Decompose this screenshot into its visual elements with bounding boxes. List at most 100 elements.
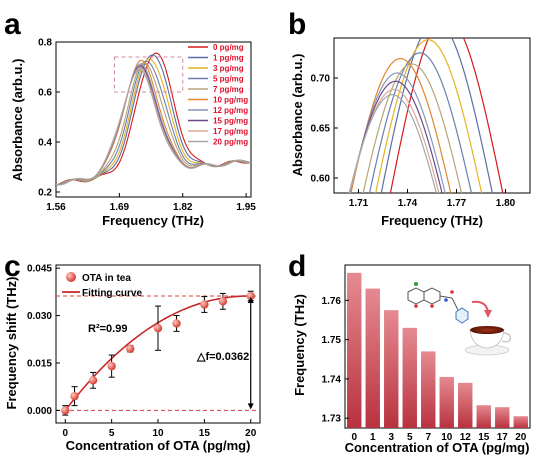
panel-a-legend-label: 12 pg/mg — [213, 106, 248, 115]
panel-b-series-9 — [348, 94, 437, 193]
panel-d-ytick-label: 1.74 — [322, 374, 342, 385]
panel-d-xtick-label: 0 — [351, 432, 357, 443]
panel-c-chart: 0 5 10 15 20 0.000 0.015 0.030 0.045 OTA in tea… — [4, 264, 261, 453]
panel-a-frame — [55, 41, 252, 198]
panel-b-ytick-label: 0.65 — [311, 124, 331, 135]
molecule-bond-2 — [451, 297, 459, 311]
panel-b-xtick-label: 1.80 — [496, 198, 516, 209]
molecule-bond — [439, 295, 453, 299]
panel-d-bar — [495, 407, 510, 428]
panel-d-chart: 0 1 3 5 7 10 12 15 17 20 1.73 1.74 1.75 1.76 Concent… — [292, 264, 531, 455]
panel-a-xtick-label: 1.82 — [173, 202, 193, 213]
panel-a-xtick-label: 1.69 — [110, 202, 130, 213]
panel-c-ytick-label: 0.000 — [27, 406, 52, 417]
panel-c-point — [218, 297, 228, 306]
panel-c-xtick-label: 5 — [109, 428, 115, 439]
panel-d-bar — [402, 327, 417, 428]
panel-a-zoom-box — [114, 56, 184, 93]
tea-surface — [470, 326, 504, 334]
panel-c-delta-arrow — [247, 296, 254, 410]
panel-d-ylabel: Frequency (THz) — [292, 294, 307, 396]
panel-d-xtick-label: 10 — [441, 432, 453, 443]
arrow-head-icon — [484, 310, 492, 318]
panel-a-ytick-label: 0.2 — [38, 188, 52, 199]
panel-a-legend-label: 17 pg/mg — [213, 127, 248, 136]
panel-d-bar — [421, 351, 436, 428]
molecule-o-atom-3 — [450, 290, 454, 294]
panel-c-point — [246, 291, 255, 301]
panel-c-ylabel: Frequency shift (THz) — [4, 277, 19, 410]
panel-a-legend-label: 1 pg/mg — [213, 54, 244, 63]
ota-molecule-illustration — [407, 282, 469, 324]
panel-c-point — [153, 324, 163, 333]
panel-d-frame — [344, 264, 531, 429]
panel-a-legend-label: 15 pg/mg — [213, 117, 248, 126]
panel-c-ytick-label: 0.030 — [27, 311, 52, 322]
panel-b-series-7 — [349, 80, 443, 193]
panel-d-xtick-label: 17 — [497, 432, 509, 443]
panel-c-r2: R²=0.99 — [88, 323, 127, 335]
panel-c-legend: OTA in tea Fitting curve — [62, 272, 142, 299]
tea-cup-illustration — [464, 326, 511, 356]
panel-b-series-0 — [389, 38, 504, 193]
panel-b-chart: 1.71 1.74 1.77 1.80 0.60 0.65 0.70 Frequency … — [290, 37, 531, 228]
panel-a-legend-label: 3 pg/mg — [213, 64, 244, 73]
molecule-n-atom — [444, 298, 448, 302]
panel-a-xtick-label: 1.95 — [236, 202, 256, 213]
panel-d-xtick-label: 1 — [370, 432, 376, 443]
molecule-cl-atom — [414, 282, 418, 286]
panel-c-xlabel: Concentration of OTA (pg/mg) — [66, 438, 251, 453]
panel-d-bar — [384, 310, 399, 428]
panel-c-legend-fit: Fitting curve — [82, 288, 142, 299]
panel-a-legend-label: 5 pg/mg — [213, 75, 244, 84]
panel-d-xtick-label: 12 — [460, 432, 472, 443]
panel-a-series-9 — [56, 68, 251, 186]
panel-a-ytick-label: 0.6 — [38, 88, 52, 99]
panel-a-legend-label: 7 pg/mg — [213, 85, 244, 94]
panel-b-letter: b — [288, 8, 306, 41]
panel-c-xtick-label: 0 — [62, 428, 68, 439]
cup-handle — [501, 332, 511, 343]
molecule-o-atom-1 — [414, 304, 418, 308]
panel-a-legend-label: 20 pg/mg — [213, 138, 248, 147]
panel-d-xlabel: Concentration of OTA (pg/mg) — [345, 440, 530, 455]
panel-b-xtick-label: 1.74 — [398, 198, 418, 209]
panel-c-ytick-label: 0.015 — [27, 358, 52, 369]
panel-a-chart: 0 pg/mg 1 pg/mg3 pg/mg 5 pg/mg7 pg/mg 10 pg… — [10, 38, 256, 229]
panel-d-bar — [458, 382, 473, 428]
panel-c-point — [88, 376, 98, 385]
panel-d-bar — [513, 416, 528, 428]
panel-c-xtick-label: 15 — [199, 428, 211, 439]
panel-a-legend-label: 10 pg/mg — [213, 96, 248, 105]
panel-c-ytick-label: 0.045 — [27, 264, 52, 275]
panel-c-letter: c — [4, 250, 21, 283]
panel-d-ytick-label: 1.73 — [322, 414, 342, 425]
molecule-ring-2 — [423, 287, 441, 305]
panel-d-xtick-label: 7 — [425, 432, 431, 443]
panel-d-bar — [439, 376, 454, 428]
panel-c-point — [61, 406, 70, 415]
panel-b-series-2 — [375, 39, 483, 193]
panel-d-bar — [347, 272, 362, 428]
panel-d-xtick-label: 15 — [478, 432, 490, 443]
panel-c-point — [107, 361, 116, 371]
panel-b-ytick-label: 0.70 — [311, 74, 331, 85]
panel-c-legend-points: OTA in tea — [82, 273, 131, 284]
panel-a-xlabel: Frequency (THz) — [102, 213, 204, 228]
panel-a-xtick-label: 1.56 — [46, 202, 66, 213]
panel-c-delta: △f=0.0362 — [196, 351, 249, 363]
panel-c-point — [125, 344, 135, 353]
panel-d-letter: d — [288, 250, 306, 283]
panel-c-legend-marker — [66, 272, 76, 282]
molecule-phenyl-ring — [455, 307, 469, 324]
panel-d-xtick-label: 3 — [388, 432, 394, 443]
molecule-ring-1 — [407, 287, 425, 305]
panel-b-series-3 — [368, 52, 473, 193]
panel-a-letter: a — [4, 8, 21, 41]
panel-d-xtick-label: 5 — [407, 432, 413, 443]
panel-c-point — [200, 300, 209, 309]
molecule-o-atom-2 — [430, 304, 434, 308]
panel-a-ytick-label: 0.4 — [38, 138, 52, 149]
panel-d-bar — [476, 405, 491, 428]
